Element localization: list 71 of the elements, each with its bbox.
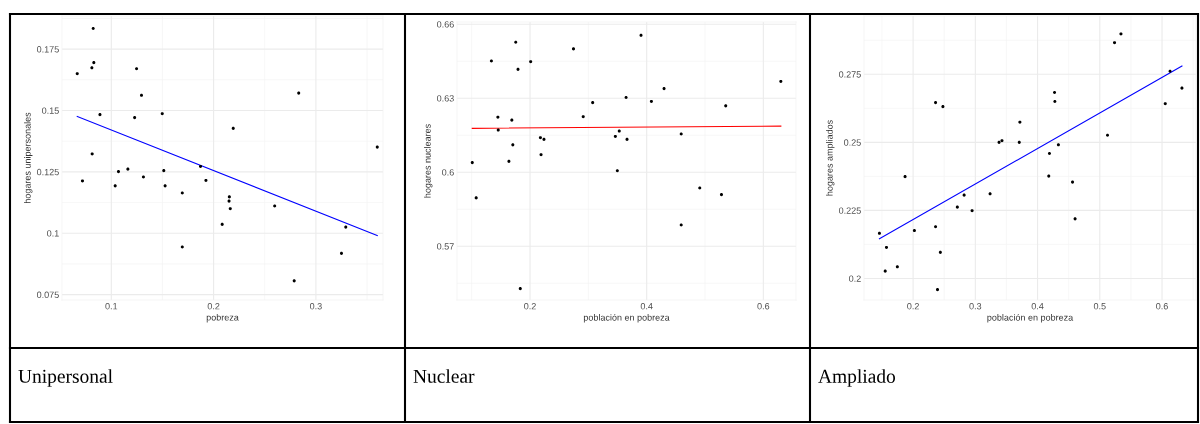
point	[518, 287, 522, 291]
point	[529, 60, 533, 64]
y-tick-label: 0.15	[42, 107, 59, 114]
point	[160, 112, 164, 116]
x-tick-label: 0.2	[207, 303, 220, 310]
y-tick-label: 0.2	[849, 275, 861, 282]
point	[591, 101, 595, 105]
point	[613, 134, 617, 139]
x-axis-title: pobreza	[206, 313, 239, 323]
x-tick-label: 0.3	[309, 303, 322, 310]
y-tick-label: 0.075	[36, 291, 59, 298]
point	[615, 169, 619, 173]
x-tick-label: 0.2	[907, 303, 919, 310]
point	[1163, 102, 1167, 106]
point	[698, 186, 702, 190]
point	[133, 116, 137, 120]
x-tick-label: 0.4	[640, 303, 653, 310]
point	[1112, 41, 1117, 45]
x-tick-label: 0.2	[524, 303, 536, 310]
point	[934, 101, 938, 105]
x-axis-title: población en pobreza	[583, 313, 670, 323]
point	[581, 115, 585, 119]
point	[962, 193, 966, 197]
y-tick-label: 0.63	[437, 95, 454, 102]
point	[884, 245, 889, 249]
point	[1017, 140, 1021, 144]
x-axis-title: población en pobreza	[987, 313, 1074, 323]
point	[1047, 151, 1051, 156]
x-tick-label: 0.6	[1156, 303, 1168, 310]
y-axis-title: hogares nucleares	[424, 124, 433, 198]
y-tick-label: 0.175	[36, 46, 59, 53]
text: Unipersonal	[18, 369, 113, 387]
point	[292, 279, 296, 283]
point	[1053, 90, 1057, 95]
x-tick-label: 0.6	[757, 303, 770, 310]
point	[339, 251, 344, 255]
point	[141, 175, 145, 179]
y-tick-label: 0.66	[437, 21, 454, 28]
point	[538, 136, 542, 140]
point	[625, 137, 629, 141]
point	[198, 164, 203, 169]
x-tick-label: 0.4	[1031, 303, 1044, 310]
point	[719, 193, 724, 197]
y-tick-label: 0.225	[838, 207, 861, 214]
point	[938, 250, 942, 254]
x-tick-label: 0.1	[105, 303, 118, 310]
point	[510, 118, 514, 122]
text: Nuclear	[413, 369, 475, 383]
point	[935, 288, 940, 292]
point	[116, 170, 121, 174]
y-tick-label: 0.275	[838, 71, 861, 78]
point	[649, 99, 653, 103]
point	[75, 72, 79, 76]
point	[511, 143, 515, 147]
point	[514, 40, 518, 44]
text: Ampliado	[818, 369, 896, 387]
point	[474, 196, 478, 200]
y-tick-label: 0.6	[442, 169, 454, 176]
x-tick-label: 0.5	[1093, 303, 1106, 310]
point	[113, 184, 117, 188]
x-tick-label: 0.3	[969, 303, 982, 310]
point	[912, 229, 916, 233]
y-tick-label: 0.25	[844, 139, 861, 146]
y-tick-label: 0.1	[47, 230, 59, 237]
point	[516, 67, 520, 71]
point	[228, 207, 232, 211]
point	[126, 167, 130, 171]
y-tick-label: 0.125	[36, 168, 59, 176]
y-axis-title: hogares ampliados	[826, 120, 835, 196]
y-axis-title: hogares unipersonales	[24, 112, 33, 204]
y-tick-label: 0.57	[437, 243, 454, 250]
